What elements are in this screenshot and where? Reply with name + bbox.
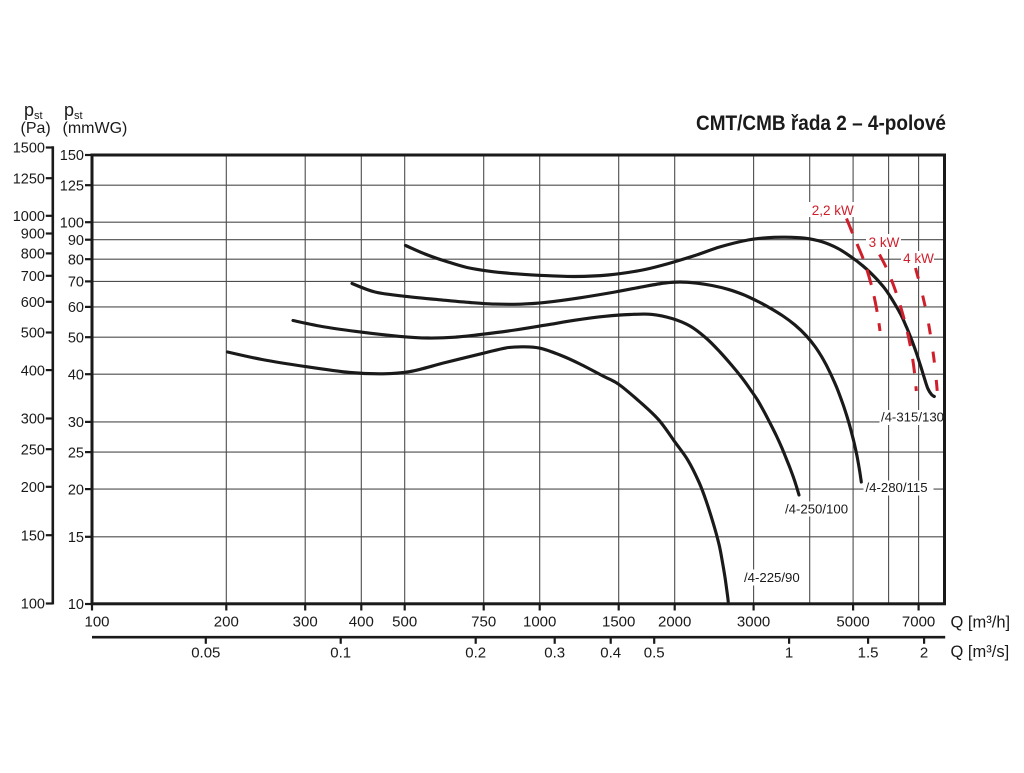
svg-text:100: 100: [21, 597, 45, 613]
svg-text:2,2 kW: 2,2 kW: [812, 203, 854, 218]
svg-text:2: 2: [920, 645, 928, 662]
svg-text:/4-280/115: /4-280/115: [866, 480, 928, 495]
svg-text:25: 25: [68, 445, 84, 461]
svg-text:(mmWG): (mmWG): [63, 120, 128, 137]
svg-text:0.3: 0.3: [544, 645, 565, 662]
svg-text:300: 300: [21, 412, 45, 428]
svg-text:70: 70: [68, 275, 84, 291]
svg-text:0.5: 0.5: [644, 645, 665, 662]
svg-text:100: 100: [84, 614, 109, 631]
svg-text:300: 300: [293, 614, 318, 631]
svg-text:4 kW: 4 kW: [903, 251, 934, 266]
svg-text:900: 900: [21, 227, 45, 243]
svg-text:10: 10: [68, 597, 84, 613]
svg-text:/4-250/100: /4-250/100: [785, 502, 848, 517]
svg-text:1250: 1250: [13, 171, 45, 187]
svg-text:30: 30: [68, 415, 84, 431]
svg-text:7000: 7000: [902, 614, 935, 631]
svg-text:1500: 1500: [13, 141, 45, 157]
svg-text:/4-315/130: /4-315/130: [881, 410, 944, 425]
svg-text:0.4: 0.4: [600, 645, 621, 662]
svg-text:/4-225/90: /4-225/90: [744, 570, 800, 585]
svg-text:15: 15: [68, 530, 84, 546]
svg-text:600: 600: [21, 295, 45, 311]
svg-text:1000: 1000: [13, 209, 45, 225]
svg-text:20: 20: [68, 482, 84, 498]
svg-text:100: 100: [60, 215, 84, 231]
svg-text:1.5: 1.5: [858, 645, 879, 662]
svg-text:1000: 1000: [523, 614, 556, 631]
svg-text:3 kW: 3 kW: [869, 235, 900, 250]
svg-text:500: 500: [21, 326, 45, 342]
svg-text:0.1: 0.1: [330, 645, 351, 662]
svg-text:400: 400: [21, 363, 45, 379]
svg-text:(Pa): (Pa): [21, 120, 51, 137]
svg-text:Q [m³/s]: Q [m³/s]: [951, 643, 1010, 661]
svg-text:0.05: 0.05: [191, 645, 220, 662]
svg-text:200: 200: [21, 480, 45, 496]
svg-text:125: 125: [60, 178, 84, 194]
svg-text:1: 1: [785, 645, 793, 662]
svg-text:150: 150: [60, 148, 84, 164]
svg-text:60: 60: [68, 300, 84, 316]
svg-text:2000: 2000: [658, 614, 691, 631]
svg-text:80: 80: [68, 252, 84, 268]
svg-text:750: 750: [471, 614, 496, 631]
svg-text:CMT/CMB řada 2 – 4-polové: CMT/CMB řada 2 – 4-polové: [696, 112, 946, 135]
svg-text:200: 200: [214, 614, 239, 631]
svg-text:50: 50: [68, 330, 84, 346]
svg-text:Q [m³/h]: Q [m³/h]: [951, 614, 1011, 632]
svg-text:250: 250: [21, 442, 45, 458]
svg-text:150: 150: [21, 529, 45, 545]
svg-text:1500: 1500: [602, 614, 635, 631]
svg-text:3000: 3000: [737, 614, 770, 631]
svg-text:5000: 5000: [836, 614, 869, 631]
svg-text:700: 700: [21, 269, 45, 285]
svg-text:400: 400: [349, 614, 374, 631]
svg-text:0.2: 0.2: [465, 645, 486, 662]
svg-text:40: 40: [68, 367, 84, 383]
svg-text:90: 90: [68, 233, 84, 249]
svg-text:800: 800: [21, 247, 45, 263]
svg-text:500: 500: [392, 614, 417, 631]
